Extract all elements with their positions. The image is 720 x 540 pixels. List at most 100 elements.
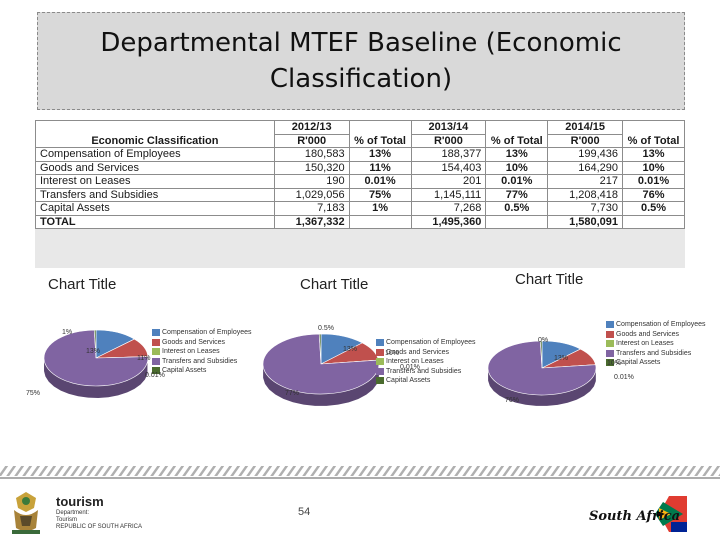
chart-3-legend: Compensation of Employees Goods and Servi… (606, 320, 706, 368)
legend-swatch (606, 359, 614, 367)
row-label: Capital Assets (35, 201, 275, 216)
legend-label: Capital Assets (616, 359, 661, 366)
chart-1-legend: Compensation of Employees Goods and Servi… (152, 328, 252, 376)
row-label: TOTAL (35, 214, 275, 229)
table-header-row: Economic Classification 2012/13 % of Tot… (35, 120, 685, 148)
chart-1-label-capital-assets: 1% (62, 329, 73, 336)
cell-value: 1,580,091 (547, 214, 624, 229)
legend-label: Compensation of Employees (162, 329, 252, 336)
footer-divider (0, 466, 720, 479)
pie-slice (318, 333, 322, 365)
row-label: Transfers and Subsidies (35, 187, 275, 202)
cell-value: 190 (273, 174, 350, 189)
legend-label: Transfers and Subsidies (162, 357, 238, 365)
cell-pct (622, 214, 685, 229)
header-pct: % of Total (485, 120, 549, 148)
cell-value: 1,208,418 (547, 187, 624, 202)
cell-pct: 76% (622, 187, 685, 202)
legend-entry: Interest on Leases (606, 339, 706, 349)
legend-entry: Transfers and Subsidies (606, 349, 706, 359)
cell-pct: 0.01% (485, 174, 549, 189)
legend-swatch (376, 367, 384, 375)
header-year: 2014/15 (547, 120, 624, 135)
legend-label: Compensation of Employees (616, 321, 706, 328)
legend-swatch (152, 357, 160, 365)
legend-label: Goods and Services (162, 338, 226, 346)
chart-2-pie (262, 333, 380, 406)
chart-3-label-interest: 0.01% (614, 374, 634, 381)
legend-label: Transfers and Subsidies (616, 349, 692, 357)
cell-pct (485, 214, 549, 229)
cell-value: 199,436 (547, 147, 624, 162)
chart-2-label-goods: 10% (385, 350, 400, 357)
table-row: Capital Assets 7,183 1% 7,268 0.5% 7,730… (35, 201, 685, 216)
pie-slice-side (263, 365, 379, 406)
pie-slice-side (488, 369, 596, 406)
chart-1-title: Chart Title (48, 276, 117, 293)
slide-title-box: Departmental MTEF Baseline (Economic Cla… (37, 12, 685, 110)
header-unit: R'000 (273, 133, 350, 148)
cell-value: 1,029,056 (273, 187, 350, 202)
pie-slice (93, 329, 97, 359)
table-row: Interest on Leases 190 0.01% 201 0.01% 2… (35, 174, 685, 189)
header-economic-classification: Economic Classification (35, 120, 275, 148)
tourism-wordmark: tourism (56, 494, 104, 509)
legend-label: Capital Assets (386, 377, 431, 384)
legend-entry: Goods and Services (152, 338, 252, 348)
cell-value: 188,377 (410, 147, 487, 162)
cell-pct: 0.5% (485, 201, 549, 216)
cell-pct: 13% (622, 147, 685, 162)
legend-swatch (152, 348, 160, 356)
header-unit: R'000 (410, 133, 487, 148)
slide-title: Departmental MTEF Baseline (Economic Cla… (100, 28, 622, 94)
cell-pct: 11% (348, 160, 412, 175)
chart-1-label-transfers: 75% (26, 390, 41, 397)
legend-entry: Compensation of Employees (376, 338, 476, 348)
legend-entry: Interest on Leases (376, 357, 476, 367)
header-unit: R'000 (547, 133, 624, 148)
legend-swatch (606, 340, 614, 348)
pie-slice-side (44, 359, 148, 398)
coat-of-arms-icon (12, 492, 40, 534)
cell-value: 164,290 (547, 160, 624, 175)
legend-label: Capital Assets (162, 367, 207, 374)
legend-entry: Compensation of Employees (606, 320, 706, 330)
chart-3-label-goods: 10% (607, 360, 622, 367)
table-row: Goods and Services 150,320 11% 154,403 1… (35, 160, 685, 175)
legend-entry: Goods and Services (376, 348, 476, 358)
legend-swatch (376, 348, 384, 356)
cell-value: 7,268 (410, 201, 487, 216)
cell-pct: 13% (485, 147, 549, 162)
header-pct: % of Total (622, 120, 685, 148)
chart-2-label-interest: 0.01% (400, 364, 420, 371)
table-row: Transfers and Subsidies 1,029,056 75% 1,… (35, 187, 685, 202)
table-total-row: TOTAL 1,367,332 1,495,360 1,580,091 (35, 214, 685, 229)
tourism-sub-line: Department: (56, 510, 90, 516)
cell-value: 1,367,332 (273, 214, 350, 229)
cell-pct: 0.01% (622, 174, 685, 189)
chart-2-legend: Compensation of Employees Goods and Servi… (376, 338, 476, 386)
chart-2-label-transfers: 77% (285, 390, 300, 397)
legend-swatch (376, 339, 384, 347)
chart-3-pie (487, 340, 597, 406)
cell-pct: 13% (348, 147, 412, 162)
header-year: 2012/13 (273, 120, 350, 135)
cell-pct: 77% (485, 187, 549, 202)
south-africa-logo-text: South Africa (589, 509, 680, 524)
legend-entry: Compensation of Employees (152, 328, 252, 338)
page-number: 54 (298, 506, 311, 518)
chart-3-label-capital-assets: 0% (538, 337, 549, 344)
legend-swatch (606, 349, 614, 357)
cell-value: 7,183 (273, 201, 350, 216)
legend-swatch (606, 321, 614, 329)
cell-pct: 75% (348, 187, 412, 202)
tourism-department-logo: tourism Department: Tourism REPUBLIC OF … (6, 490, 156, 538)
tourism-sub-line: REPUBLIC OF SOUTH AFRICA (56, 524, 143, 530)
cell-value: 201 (410, 174, 487, 189)
chart-3-label-compensation: 13% (554, 355, 569, 362)
cell-value: 154,403 (410, 160, 487, 175)
cell-value: 150,320 (273, 160, 350, 175)
legend-entry: Capital Assets (376, 376, 476, 386)
legend-label: Transfers and Subsidies (386, 367, 462, 375)
cell-pct: 0.5% (622, 201, 685, 216)
